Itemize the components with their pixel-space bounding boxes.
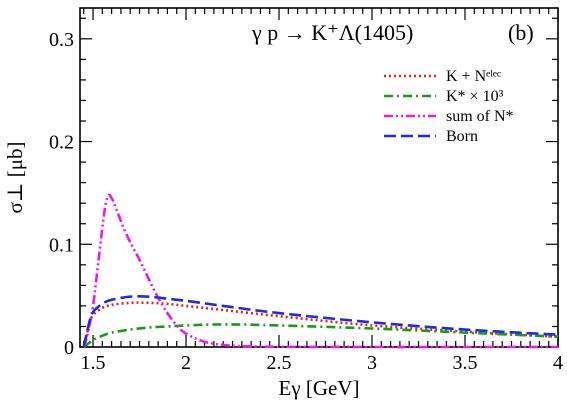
legend-label: K* × 10³ — [446, 88, 504, 105]
x-tick-label: 3.5 — [453, 352, 478, 374]
x-tick-label: 3 — [367, 352, 377, 374]
legend-label: Born — [446, 128, 478, 145]
x-axis-label: Eγ [GeV] — [279, 376, 360, 400]
series-line-3 — [82, 295, 559, 348]
y-axis: 0 0.1 0.2 0.3 — [49, 17, 558, 359]
plot-frame — [79, 7, 559, 348]
series-line-0 — [82, 301, 559, 348]
legend-label: K + Nᵉˡᵉᶜ — [446, 68, 501, 85]
x-axis: 1.5 2 2.5 3 3.5 4 — [81, 8, 563, 374]
series-layer — [82, 193, 559, 349]
x-tick-label: 2 — [181, 352, 191, 374]
x-tick-label: 4 — [553, 352, 563, 374]
panel-label: (b) — [508, 20, 534, 45]
x-tick-label: 1.5 — [81, 352, 106, 374]
x-tick-label: 2.5 — [267, 352, 292, 374]
y-tick-label: 0.3 — [49, 29, 74, 51]
y-tick-label: 0.1 — [49, 234, 74, 256]
legend-label: sum of N* — [446, 108, 514, 125]
y-axis-label: σ⊥ [μb] — [3, 141, 27, 213]
series-line-2 — [82, 193, 558, 349]
y-tick-label: 0 — [64, 337, 74, 359]
chart-title: γ p → K⁺Λ(1405) — [251, 20, 413, 45]
legend: K + Nᵉˡᵉᶜ K* × 10³ sum of N* Born — [384, 68, 514, 145]
series-line-1 — [82, 323, 559, 349]
y-tick-label: 0.2 — [49, 132, 74, 154]
